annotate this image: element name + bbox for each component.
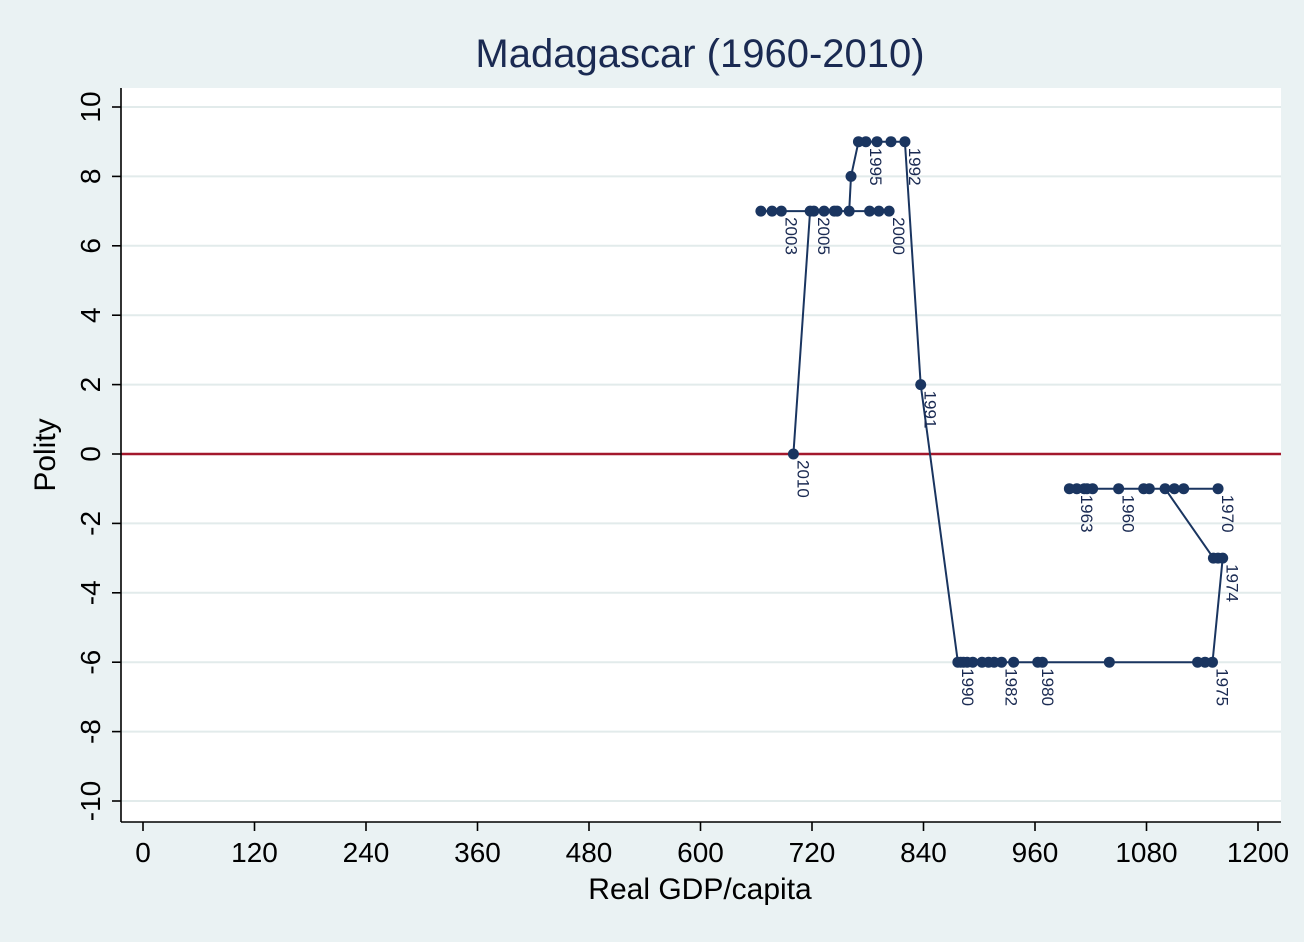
- x-tick-label: 1080: [1115, 837, 1177, 868]
- x-tick-label: 960: [1012, 837, 1059, 868]
- point-label: 1970: [1218, 495, 1237, 533]
- data-point: [1159, 483, 1171, 495]
- data-point: [831, 205, 843, 217]
- x-tick-label: 240: [343, 837, 390, 868]
- y-tick-label: 4: [75, 307, 106, 323]
- data-point: [1008, 656, 1020, 668]
- data-point: [1032, 656, 1044, 668]
- data-point: [885, 136, 897, 148]
- point-label: 1991: [921, 391, 940, 429]
- point-label: 1963: [1077, 495, 1096, 533]
- data-point: [804, 205, 816, 217]
- data-point: [915, 379, 927, 391]
- data-point: [1168, 483, 1180, 495]
- data-point: [787, 448, 799, 460]
- data-point: [766, 205, 778, 217]
- data-point: [1217, 552, 1229, 564]
- point-label: 1960: [1119, 495, 1138, 533]
- series-group: [755, 136, 1229, 668]
- point-label: 1992: [905, 148, 924, 186]
- data-point: [864, 205, 876, 217]
- point-label: 2005: [814, 217, 833, 255]
- point-labels: 1960 1963 1970 1974 1975 1980 1982 1990 1991 1992…: [781, 148, 1241, 706]
- y-tick-label: -8: [75, 719, 106, 744]
- x-tick-label: 480: [566, 837, 613, 868]
- point-label: 2010: [793, 460, 812, 498]
- x-tick-label: 720: [789, 837, 836, 868]
- data-point: [1143, 483, 1155, 495]
- data-point: [1178, 483, 1190, 495]
- y-tick-label: 10: [75, 91, 106, 122]
- data-point: [845, 170, 857, 182]
- y-tick-label: 2: [75, 377, 106, 393]
- x-tick-label: 120: [231, 837, 278, 868]
- x-tick-label: 1200: [1227, 837, 1289, 868]
- y-tick-label: -4: [75, 580, 106, 605]
- chart-title: Madagascar (1960-2010): [475, 32, 924, 76]
- data-point: [843, 205, 855, 217]
- data-point: [775, 205, 787, 217]
- data-point: [1192, 656, 1204, 668]
- axes: -10 -8 -6 -4 -2 0 2 4 6 8 10 0 120 240 360 480 600 720 840…: [75, 88, 1289, 868]
- data-point: [873, 205, 885, 217]
- data-point: [976, 656, 988, 668]
- y-tick-label: -6: [75, 650, 106, 675]
- data-point: [1103, 656, 1115, 668]
- data-point: [883, 205, 895, 217]
- x-tick-label: 0: [135, 837, 151, 868]
- data-point: [852, 136, 864, 148]
- x-tick-label: 360: [454, 837, 501, 868]
- y-tick-label: -2: [75, 511, 106, 536]
- point-label: 1975: [1213, 668, 1232, 706]
- data-point: [818, 205, 830, 217]
- point-label: 1990: [958, 668, 977, 706]
- data-point: [1212, 483, 1224, 495]
- x-tick-label: 840: [900, 837, 947, 868]
- point-label: 2003: [781, 217, 800, 255]
- data-point: [755, 205, 767, 217]
- data-point: [952, 656, 964, 668]
- y-tick-label: 0: [75, 446, 106, 462]
- data-point: [1113, 483, 1125, 495]
- point-label: 1995: [866, 148, 885, 186]
- x-tick-label: 600: [677, 837, 724, 868]
- y-tick-label: 8: [75, 169, 106, 185]
- data-point: [871, 136, 883, 148]
- y-tick-label: -10: [75, 781, 106, 821]
- point-label: 1974: [1223, 564, 1242, 602]
- data-point: [899, 136, 911, 148]
- point-label: 1982: [1002, 668, 1021, 706]
- x-axis-label: Real GDP/capita: [588, 873, 812, 906]
- point-label: 1980: [1038, 668, 1057, 706]
- y-tick-label: 6: [75, 238, 106, 254]
- data-point: [1081, 483, 1093, 495]
- y-axis-label: Polity: [29, 418, 62, 491]
- data-point: [1063, 483, 1075, 495]
- point-label: 2000: [889, 217, 908, 255]
